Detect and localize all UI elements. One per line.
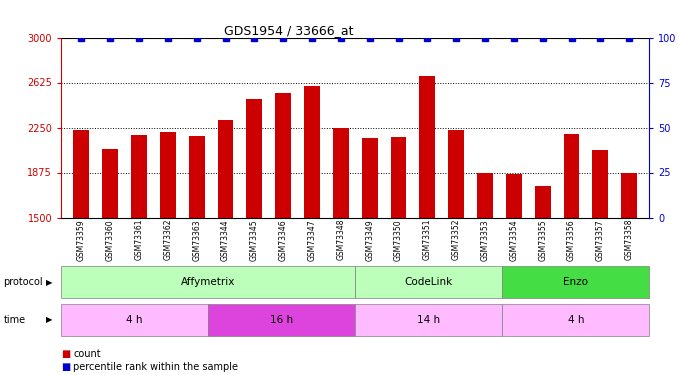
Bar bbox=[534, 186, 551, 375]
Bar bbox=[622, 173, 637, 375]
Bar bbox=[246, 99, 262, 375]
Bar bbox=[73, 130, 89, 375]
Text: 14 h: 14 h bbox=[418, 315, 441, 325]
Text: ▶: ▶ bbox=[46, 278, 52, 286]
Text: GDS1954 / 33666_at: GDS1954 / 33666_at bbox=[224, 24, 354, 38]
Text: count: count bbox=[73, 350, 101, 359]
Text: 4 h: 4 h bbox=[568, 315, 584, 325]
Text: protocol: protocol bbox=[3, 277, 43, 287]
Text: Enzo: Enzo bbox=[563, 277, 588, 287]
Bar bbox=[304, 86, 320, 375]
Bar bbox=[420, 76, 435, 375]
Text: 4 h: 4 h bbox=[126, 315, 143, 325]
Bar bbox=[506, 174, 522, 375]
Text: time: time bbox=[3, 315, 26, 325]
Bar bbox=[564, 134, 579, 375]
Bar bbox=[448, 130, 464, 375]
Bar bbox=[477, 173, 493, 375]
Text: Affymetrix: Affymetrix bbox=[181, 277, 235, 287]
Bar bbox=[362, 138, 377, 375]
Bar bbox=[218, 120, 233, 375]
Bar bbox=[333, 128, 349, 375]
Bar bbox=[102, 149, 118, 375]
Bar bbox=[160, 132, 176, 375]
Bar bbox=[390, 137, 407, 375]
Text: CodeLink: CodeLink bbox=[405, 277, 453, 287]
Text: ■: ■ bbox=[61, 362, 71, 372]
Bar bbox=[275, 93, 291, 375]
Bar bbox=[131, 135, 147, 375]
Text: ■: ■ bbox=[61, 350, 71, 359]
Text: ▶: ▶ bbox=[46, 315, 52, 324]
Bar bbox=[189, 136, 205, 375]
Bar bbox=[592, 150, 609, 375]
Text: 16 h: 16 h bbox=[270, 315, 293, 325]
Text: percentile rank within the sample: percentile rank within the sample bbox=[73, 362, 239, 372]
